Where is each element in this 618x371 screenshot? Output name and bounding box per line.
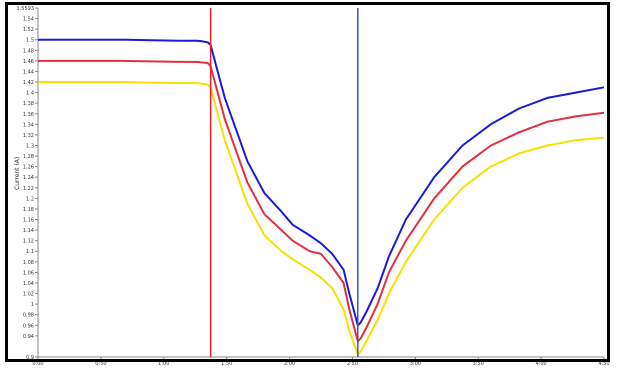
x-tick-label: 4:50 <box>598 361 609 367</box>
y-tick-label: 1.32 <box>23 133 34 139</box>
y-tick-label: 1.38 <box>23 101 34 107</box>
x-tick-label: 1:50 <box>221 361 232 367</box>
x-tick-label: 0:00 <box>32 361 43 367</box>
y-tick-label: 1.46 <box>23 59 34 65</box>
x-tick-label: 3:50 <box>473 361 484 367</box>
y-tick-label: 1.48 <box>23 48 34 54</box>
x-tick-label: 0:50 <box>95 361 106 367</box>
series-group <box>38 38 605 356</box>
y-tick-label: 0.94 <box>23 334 34 340</box>
y-tick-label: 0.9 <box>26 355 34 361</box>
x-tick-label: 2:50 <box>347 361 358 367</box>
y-tick-label: 1.22 <box>23 186 34 192</box>
series-line-3 <box>38 81 605 356</box>
x-tick-label: 3:00 <box>410 361 421 367</box>
y-tick-label: 1.16 <box>23 218 34 224</box>
y-tick-label: 1.1 <box>26 249 34 255</box>
y-tick-label: 1.54 <box>23 17 34 23</box>
y-tick-label: 1 <box>31 302 34 308</box>
series-line-2 <box>38 59 605 343</box>
y-tick-label: 1.3 <box>26 143 34 149</box>
y-tick-label: 1.44 <box>23 69 34 75</box>
x-tick-label: 1:00 <box>158 361 169 367</box>
marker-group <box>209 8 359 357</box>
x-tick-label: 2:00 <box>284 361 295 367</box>
y-tick-label: 1.52 <box>23 27 34 33</box>
y-tick-label: 1.36 <box>23 112 34 118</box>
y-tick-label: 1.18 <box>23 207 34 213</box>
y-tick-label: 1.26 <box>23 165 34 171</box>
y-tick-label: 0.96 <box>23 323 34 329</box>
y-tick-label: 1.5593 <box>17 6 35 12</box>
y-tick-label: 1.04 <box>23 281 34 287</box>
y-axis-label: Current (A) <box>14 156 21 190</box>
x-tick-label: 4:00 <box>535 361 546 367</box>
y-tick-label: 1.34 <box>23 122 34 128</box>
y-tick-label: 1.14 <box>23 228 34 234</box>
y-tick-label: 0.98 <box>23 313 34 319</box>
y-tick-label: 1.28 <box>23 154 34 160</box>
series-line-1 <box>38 38 605 327</box>
y-tick-label: 1.4 <box>26 91 34 97</box>
axes: 1.5593 1.54 1.52 1.5 1.48 1.46 1.44 1.42 1.4 1.38… <box>17 6 610 367</box>
y-tick-label: 1.12 <box>23 239 34 245</box>
y-tick-label: 1.02 <box>23 292 34 298</box>
y-tick-label: 1.24 <box>23 175 34 181</box>
y-tick-label: 1.42 <box>23 80 34 86</box>
y-tick-label: 1.06 <box>23 270 34 276</box>
y-tick-label: 1.5 <box>26 38 34 44</box>
y-tick-label: 1.08 <box>23 260 34 266</box>
y-tick-label: 1.2 <box>26 196 34 202</box>
